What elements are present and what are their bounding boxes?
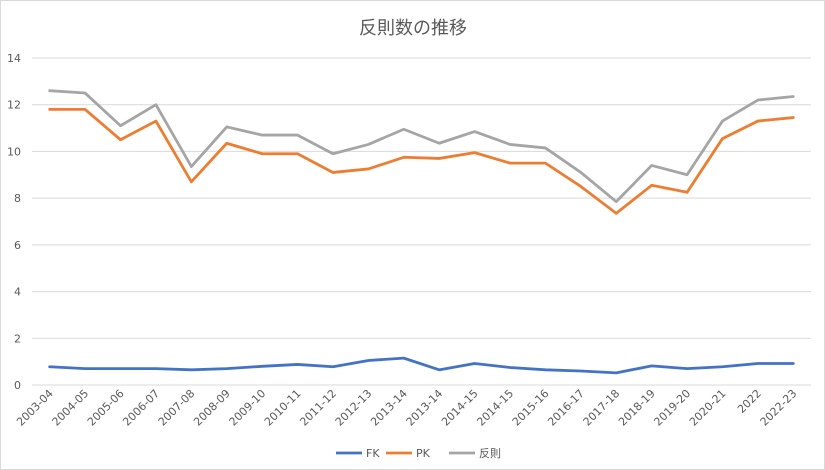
x-tick-label: 2006-07 xyxy=(120,387,162,429)
y-axis-ticks: 0 2 4 6 8 10 12 14 xyxy=(7,52,21,392)
x-tick-label: 2022 xyxy=(735,387,764,416)
x-tick-label: 2019-20 xyxy=(651,387,693,429)
y-tick-label: 14 xyxy=(7,52,21,65)
y-tick-label: 6 xyxy=(14,239,21,252)
series-line-2 xyxy=(48,107,795,215)
x-tick-label: 2020-21 xyxy=(687,387,729,429)
gridlines xyxy=(32,57,811,386)
x-tick-label: 2018-19 xyxy=(616,387,658,429)
chart-title: 反則数の推移 xyxy=(359,18,467,39)
x-tick-label: 2011-12 xyxy=(297,387,339,429)
x-tick-label: 2016-17 xyxy=(545,387,587,429)
y-tick-label: 10 xyxy=(7,145,21,158)
x-tick-label: 2014-15 xyxy=(474,387,516,429)
x-tick-label: 2008-09 xyxy=(191,387,233,429)
series-line-3 xyxy=(48,89,795,204)
x-tick-label: 2013-14 xyxy=(404,387,446,429)
x-tick-label: 2013-14 xyxy=(368,387,410,429)
x-axis-ticks: 2003-042004-052005-062006-072007-082008-… xyxy=(14,387,799,429)
x-tick-label: 2007-08 xyxy=(156,387,198,429)
legend: FK PK 反則 xyxy=(336,447,501,460)
x-tick-label: 2005-06 xyxy=(85,387,127,429)
series-line-1 xyxy=(48,356,795,375)
y-tick-label: 4 xyxy=(14,286,21,299)
x-tick-label: 2009-10 xyxy=(227,387,269,429)
x-tick-label: 2017-18 xyxy=(581,387,623,429)
x-tick-label: 2014-15 xyxy=(439,387,481,429)
series-lines xyxy=(48,89,795,375)
x-tick-label: 2003-04 xyxy=(14,387,56,429)
legend-label: 反則 xyxy=(479,447,501,460)
x-tick-label: 2010-11 xyxy=(262,387,304,429)
x-tick-label: 2012-13 xyxy=(333,387,375,429)
y-tick-label: 0 xyxy=(14,379,21,392)
legend-label: PK xyxy=(416,447,431,460)
x-tick-label: 2015-16 xyxy=(510,387,552,429)
y-tick-label: 12 xyxy=(7,99,21,112)
legend-label: FK xyxy=(366,447,380,460)
y-tick-label: 8 xyxy=(14,192,21,205)
x-tick-label: 2004-05 xyxy=(50,387,92,429)
x-tick-label: 2022-23 xyxy=(758,387,800,429)
y-tick-label: 2 xyxy=(14,332,21,345)
